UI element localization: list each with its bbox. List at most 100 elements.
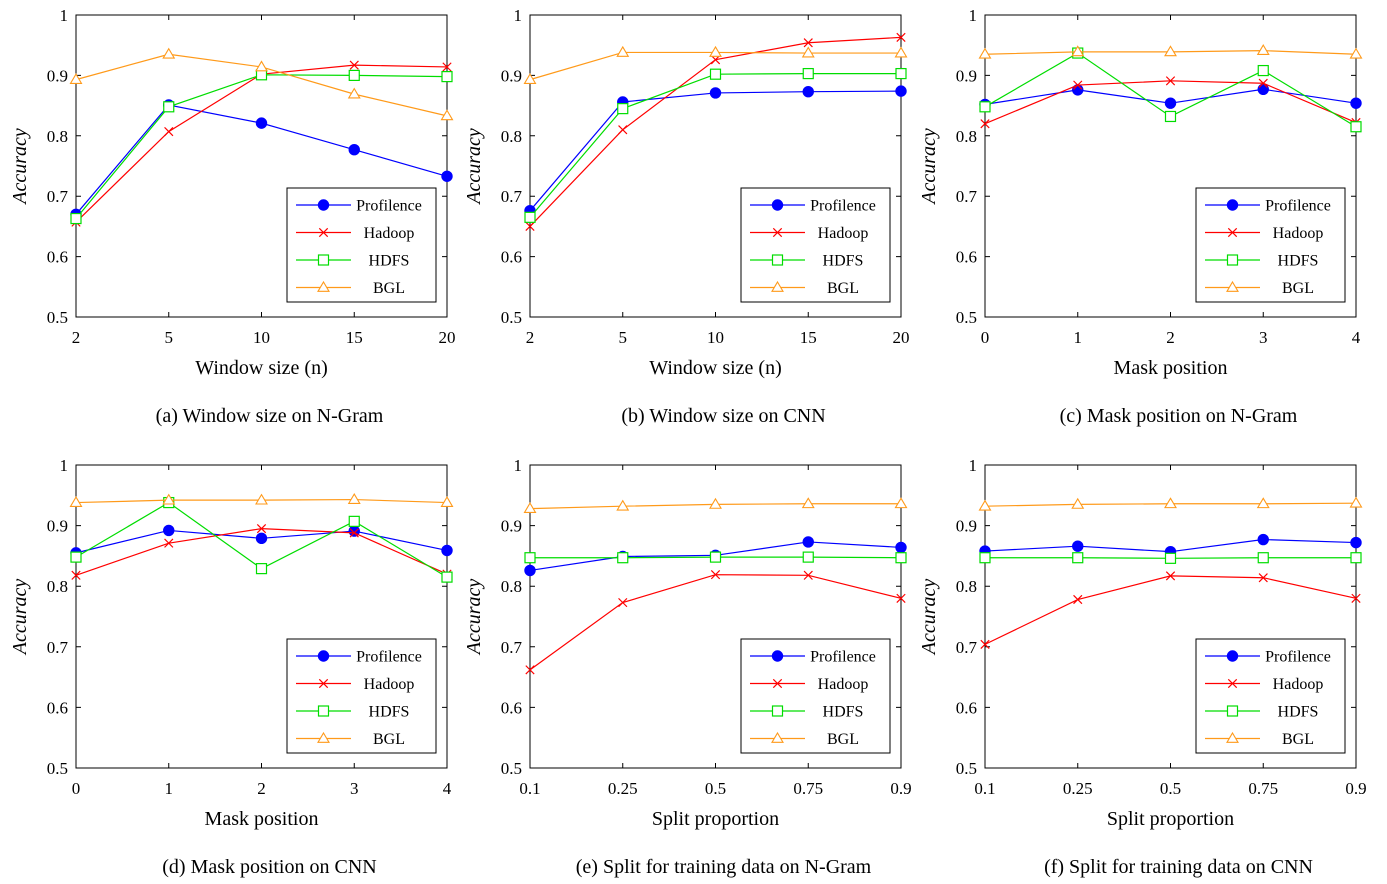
- y-tick-label: 0.7: [47, 638, 69, 657]
- panel-caption: (a) Window size on N-Gram: [156, 405, 384, 427]
- y-tick-label: 0.5: [956, 759, 977, 778]
- data-point-bgl: [1164, 497, 1177, 509]
- y-tick-label: 0.5: [47, 308, 68, 327]
- data-point-hdfs: [979, 101, 991, 113]
- y-tick-label: 0.8: [956, 577, 977, 596]
- x-tick-label: 3: [1259, 328, 1268, 347]
- legend-label: BGL: [827, 280, 859, 297]
- legend-label: Profilence: [810, 198, 876, 215]
- x-tick-label: 10: [253, 328, 270, 347]
- legend: Profilence Hadoop HDFS BGL: [286, 187, 437, 303]
- chart-panel: 0 1 2 3 4 0.5 0.6 0.7 0.8 0.9 1 Mask position Accura…: [9, 456, 454, 878]
- legend-marker: [1226, 705, 1239, 717]
- x-tick-label: 0.75: [1248, 779, 1278, 798]
- data-point-bgl: [162, 47, 176, 59]
- y-axis-label: Accuracy: [918, 128, 940, 206]
- data-point-profilence: [441, 170, 453, 182]
- data-point-bgl: [1349, 496, 1363, 508]
- x-tick-label: 0.9: [890, 779, 911, 798]
- data-point-hadoop: [980, 639, 990, 650]
- legend-marker: [1226, 254, 1239, 266]
- legend-marker: [317, 650, 330, 662]
- x-axis-label: Mask position: [205, 808, 319, 830]
- x-tick-label: 0.1: [974, 779, 995, 798]
- chart-panel: 0 1 2 3 4 0.5 0.6 0.7 0.8 0.9 1 Mask position Accura…: [918, 6, 1363, 427]
- data-point-hdfs: [348, 515, 360, 527]
- legend-marker: [317, 254, 330, 266]
- x-tick-label: 0.25: [1063, 779, 1093, 798]
- data-point-bgl: [1164, 45, 1177, 57]
- panel-caption: (d) Mask position on CNN: [162, 856, 376, 878]
- legend-label: Profilence: [1265, 649, 1331, 666]
- y-tick-label: 1: [969, 456, 978, 475]
- legend-label: Hadoop: [818, 676, 869, 693]
- legend-label: HDFS: [369, 253, 410, 270]
- data-point-profilence: [802, 86, 814, 98]
- legend-marker: [318, 678, 329, 689]
- y-tick-label: 0.6: [47, 248, 68, 267]
- data-point-hdfs: [1164, 552, 1177, 564]
- legend-label: Hadoop: [1273, 225, 1324, 242]
- y-tick-label: 1: [514, 456, 523, 475]
- x-axis-label: Mask position: [1114, 357, 1228, 379]
- data-point-hadoop: [1165, 76, 1176, 86]
- data-point-hdfs: [1350, 121, 1362, 133]
- legend-marker: [317, 705, 330, 717]
- data-point-bgl: [709, 497, 722, 509]
- data-point-profilence: [255, 532, 268, 545]
- legend-label: BGL: [373, 280, 405, 297]
- data-point-bgl: [978, 499, 992, 511]
- data-point-bgl: [347, 87, 361, 99]
- panel-caption: (b) Window size on CNN: [621, 405, 825, 427]
- data-point-profilence: [1257, 533, 1269, 546]
- y-tick-label: 0.7: [501, 638, 523, 657]
- data-point-hadoop: [525, 221, 535, 232]
- legend-marker: [317, 280, 330, 292]
- legend-marker: [1227, 227, 1238, 238]
- data-point-bgl: [255, 60, 268, 72]
- legend-marker: [1227, 678, 1238, 689]
- x-tick-label: 4: [443, 779, 452, 798]
- legend-marker: [772, 227, 783, 238]
- x-tick-label: 1: [165, 779, 174, 798]
- x-tick-label: 0.5: [1160, 779, 1181, 798]
- y-tick-label: 0.5: [47, 759, 68, 778]
- x-tick-label: 0.1: [519, 779, 540, 798]
- data-point-bgl: [69, 495, 83, 507]
- y-tick-label: 0.8: [501, 577, 522, 596]
- data-point-hdfs: [709, 68, 722, 80]
- data-point-hdfs: [70, 551, 82, 563]
- y-tick-label: 0.8: [47, 577, 68, 596]
- y-tick-label: 0.7: [501, 187, 523, 206]
- data-point-hadoop: [1073, 594, 1083, 605]
- data-point-bgl: [616, 499, 630, 511]
- x-axis-label: Window size (n): [195, 357, 328, 379]
- legend-box: [1195, 638, 1346, 754]
- data-point-profilence: [1257, 83, 1269, 95]
- series-line-hadoop: [984, 575, 1357, 645]
- data-point-hadoop: [618, 597, 628, 608]
- x-tick-label: 20: [439, 328, 456, 347]
- legend-marker: [317, 731, 330, 743]
- y-tick-label: 0.9: [47, 517, 68, 536]
- legend-box: [740, 638, 891, 754]
- legend-label: Profilence: [1265, 198, 1331, 215]
- y-tick-label: 0.9: [47, 66, 68, 85]
- legend-marker: [772, 678, 783, 689]
- legend-marker: [1226, 650, 1239, 662]
- data-point-hdfs: [617, 552, 629, 564]
- data-point-profilence: [524, 564, 536, 577]
- data-point-bgl: [1071, 45, 1085, 57]
- legend-marker: [771, 254, 784, 266]
- legend-label: BGL: [373, 731, 405, 748]
- data-point-bgl: [69, 73, 83, 85]
- data-point-hdfs: [348, 69, 360, 82]
- legend-box: [286, 638, 437, 754]
- data-point-bgl: [162, 493, 176, 505]
- data-point-hdfs: [70, 212, 82, 225]
- x-tick-label: 0.9: [1345, 779, 1366, 798]
- data-point-hadoop: [1165, 571, 1176, 581]
- legend-marker: [771, 731, 784, 743]
- chart-panel: 2 5 10 15 20 0.5 0.6 0.7 0.8 0.9 1 Window size (n) A…: [463, 6, 910, 427]
- legend-marker: [771, 650, 784, 662]
